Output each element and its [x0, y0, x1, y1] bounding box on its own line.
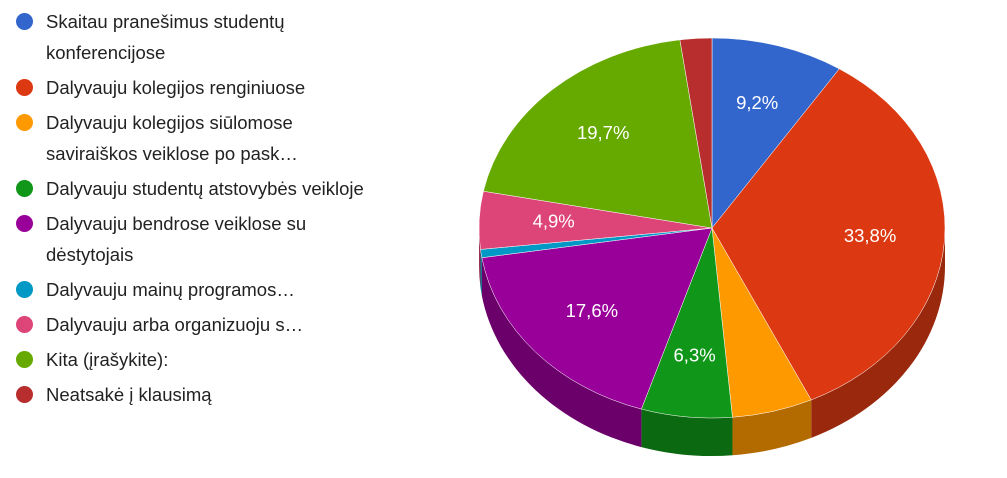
data-label: 6,3%: [674, 344, 716, 365]
slice: [481, 227, 713, 410]
legend-dot: [16, 386, 33, 403]
legend-label: Dalyvauju kolegijos siūlomose saviraiško…: [46, 112, 298, 164]
legend-label: Dalyvauju mainų programos…: [46, 279, 295, 300]
legend-item: Dalyvauju studentų atstovybės veikloje: [12, 173, 372, 204]
slice: [711, 68, 946, 401]
legend-dot: [16, 281, 33, 298]
legend-item: Dalyvauju kolegijos siūlomose saviraiško…: [12, 107, 372, 169]
legend-dot: [16, 351, 33, 368]
legend-dot: [16, 180, 33, 197]
legend-label: Dalyvauju arba organizuoju s…: [46, 314, 304, 335]
legend-dot: [16, 114, 33, 131]
legend: Skaitau pranešimus studentų konferencijo…: [12, 6, 372, 414]
legend-label: Neatsakė į klausimą: [46, 384, 212, 405]
legend-item: Dalyvauju arba organizuoju s…: [12, 309, 372, 340]
legend-dot: [16, 79, 33, 96]
legend-item: Dalyvauju bendrose veiklose su dėstytoja…: [12, 208, 372, 270]
legend-item: Kita (įrašykite):: [12, 344, 372, 375]
legend-dot: [16, 316, 33, 333]
slice-side: [811, 228, 945, 438]
legend-label: Dalyvauju bendrose veiklose su dėstytoja…: [46, 213, 307, 265]
legend-item: Dalyvauju kolegijos renginiuose: [12, 72, 372, 103]
data-label: 17,6%: [566, 300, 618, 321]
data-label: 19,7%: [577, 122, 629, 143]
slice-side: [732, 399, 812, 456]
slice: [483, 39, 713, 229]
slice: [711, 37, 840, 229]
legend-item: Dalyvauju mainų programos…: [12, 274, 372, 305]
slice-side: [479, 228, 481, 288]
legend-label: Dalyvauju kolegijos renginiuose: [46, 77, 306, 98]
legend-item: Neatsakė į klausimą: [12, 379, 372, 410]
legend-dot: [16, 13, 33, 30]
slice-side: [480, 249, 482, 296]
legend-label: Kita (įrašykite):: [46, 349, 169, 370]
legend-dot: [16, 215, 33, 232]
data-label: 4,9%: [533, 211, 575, 232]
legend-label: Skaitau pranešimus studentų konferencijo…: [46, 11, 285, 63]
data-label: 9,2%: [736, 92, 778, 113]
slice-side: [641, 409, 733, 456]
legend-label: Dalyvauju studentų atstovybės veikloje: [46, 178, 364, 199]
legend-item: Skaitau pranešimus studentų konferencijo…: [12, 6, 372, 68]
data-label: 33,8%: [844, 225, 896, 246]
slice-side: [481, 257, 642, 448]
slice: [679, 37, 713, 229]
